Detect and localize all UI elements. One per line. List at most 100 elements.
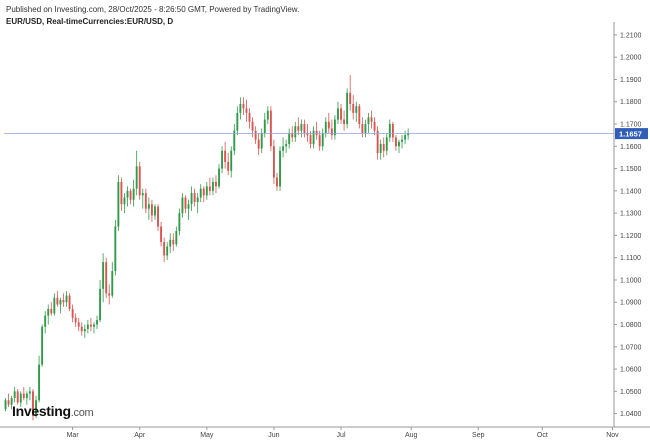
- candle-body: [22, 393, 25, 399]
- candle-body: [315, 130, 318, 136]
- candle-body: [388, 124, 391, 138]
- candle-body: [56, 297, 59, 305]
- candle-body: [346, 92, 349, 125]
- candle-body: [215, 181, 217, 187]
- candle-body: [407, 132, 410, 136]
- y-tick-label: 1.1400: [620, 188, 642, 195]
- candle-body: [327, 121, 330, 129]
- y-tick-label: 1.0400: [620, 411, 642, 418]
- current-price-tag: [615, 128, 648, 140]
- candle-body: [398, 141, 400, 147]
- candle-body: [285, 144, 288, 147]
- candle-body: [251, 121, 254, 131]
- candle-body: [144, 193, 147, 209]
- candle-body: [404, 135, 407, 140]
- candle-body: [25, 393, 28, 399]
- candle-body: [166, 246, 169, 256]
- x-tick-label: Nov: [606, 432, 619, 439]
- candle-body: [242, 103, 245, 109]
- candle-body: [239, 103, 242, 113]
- candle-body: [312, 130, 315, 145]
- candle-body: [53, 297, 56, 314]
- candle-body: [218, 168, 220, 187]
- y-tick-label: 1.1100: [620, 255, 641, 262]
- candle-body: [86, 324, 89, 329]
- candle-body: [120, 181, 123, 205]
- logo-suffix: .com: [70, 407, 94, 419]
- candle-body: [93, 324, 95, 327]
- y-tick-label: 1.1700: [620, 122, 642, 129]
- candle-body: [71, 308, 74, 318]
- candle-body: [44, 315, 47, 327]
- candle-body: [230, 150, 233, 171]
- candle-body: [330, 128, 333, 136]
- y-tick-label: 1.0900: [620, 300, 642, 307]
- candle-body: [254, 130, 257, 140]
- candle-body: [126, 190, 129, 198]
- candle-body: [309, 135, 312, 145]
- x-tick-label: Oct: [537, 432, 548, 439]
- candle-body: [340, 108, 342, 120]
- candle-body: [47, 308, 50, 316]
- candle-body: [163, 242, 166, 256]
- y-tick-label: 1.1800: [620, 99, 642, 106]
- x-tick-label: Mar: [67, 432, 80, 439]
- candle-body: [50, 308, 53, 314]
- candle-body: [385, 137, 388, 151]
- candle-body: [355, 106, 358, 113]
- x-tick-label: Apr: [134, 432, 146, 439]
- y-tick-label: 1.0600: [620, 367, 642, 374]
- candle-body: [318, 135, 321, 147]
- candle-body: [38, 364, 41, 401]
- candle-body: [379, 144, 382, 153]
- candle-body: [108, 293, 111, 296]
- candle-body: [172, 239, 175, 245]
- candle-body: [138, 166, 141, 196]
- y-tick-label: 1.0500: [620, 389, 642, 396]
- candle-body: [35, 400, 37, 416]
- candle-body: [28, 391, 31, 394]
- x-tick-label: Jul: [337, 432, 346, 439]
- candle-body: [102, 262, 105, 289]
- candle-body: [236, 112, 239, 131]
- candle-body: [343, 119, 346, 125]
- symbol-title: EUR/USD, Real-timeCurrencies:EUR/USD, D: [6, 17, 174, 26]
- x-tick-label: May: [200, 432, 214, 439]
- candle-body: [190, 193, 193, 205]
- candle-body: [114, 226, 117, 272]
- candle-body: [321, 132, 324, 147]
- candle-body: [123, 197, 126, 205]
- candle-body: [184, 197, 187, 209]
- candle-body: [367, 117, 370, 125]
- candle-body: [233, 130, 236, 151]
- candle-body: [41, 326, 44, 365]
- candle-body: [248, 112, 251, 122]
- candle-body: [221, 150, 224, 169]
- candle-body: [394, 137, 397, 147]
- candle-body: [59, 300, 62, 305]
- candle-body: [303, 124, 306, 133]
- candle-body: [150, 204, 153, 216]
- candle-body: [175, 230, 178, 245]
- y-tick-label: 1.1500: [620, 166, 642, 173]
- candle-body: [294, 126, 297, 138]
- candle-body: [154, 206, 156, 216]
- candle-body: [7, 400, 10, 405]
- candle-body: [279, 150, 281, 187]
- chart-header: Published on Investing.com, 28/Oct/2025 …: [6, 4, 299, 28]
- candle-body: [333, 119, 336, 136]
- candle-body: [19, 393, 22, 403]
- candle-body: [99, 288, 102, 321]
- candle-body: [135, 166, 138, 189]
- candle-body: [74, 317, 77, 323]
- candle-body: [68, 295, 71, 309]
- candle-body: [187, 204, 190, 209]
- x-tick-label: Sep: [472, 432, 485, 439]
- candle-body: [245, 108, 248, 113]
- y-tick-label: 1.1300: [620, 211, 642, 218]
- x-tick-label: Aug: [405, 432, 418, 439]
- candle-body: [211, 181, 214, 191]
- logo-main: Investing: [12, 403, 71, 419]
- candle-body: [147, 204, 150, 209]
